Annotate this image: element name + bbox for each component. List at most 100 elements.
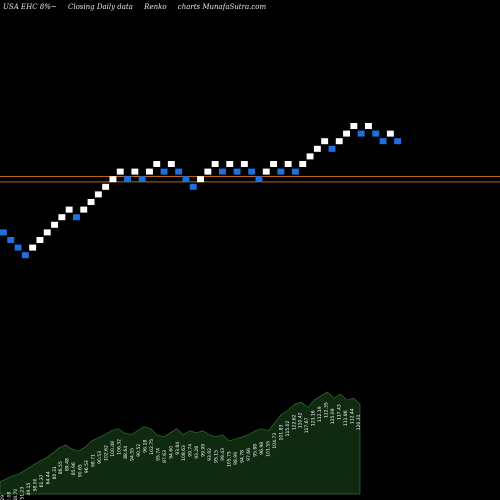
renko-brick-up [116,168,124,175]
renko-brick-down [160,168,168,175]
volume-label: 122.35 [324,402,330,418]
volume-label: 93.28 [194,446,200,459]
volume-label: 49.15 [26,483,32,496]
renko-brick-up [204,168,212,175]
volume-label: 38.29 [0,495,6,500]
volume-label: 85.96 [71,462,77,475]
renko-brick-up [211,161,219,167]
renko-brick-down [394,138,402,145]
renko-brick-up [167,161,175,167]
volume-label: 93.92 [207,448,213,461]
volume-label: 93.84 [175,442,181,455]
renko-brick-up [299,161,307,167]
reference-lines [0,176,500,183]
chart-kind-label: Renko [144,3,167,11]
volume-label: 87.63 [162,450,168,463]
renko-brick-down [292,168,299,175]
renko-brick-down [14,244,22,251]
renko-brick-up [386,130,394,137]
source-label: charts MunafaSutra.com [177,3,267,11]
volume-label: 89.48 [65,458,71,471]
renko-brick-down [277,168,285,175]
volume-label: 97.66 [246,448,252,461]
volume-label: 117.43 [337,404,343,420]
volume-label: 58.00 [32,478,38,491]
volume-label: 95.88 [252,444,258,457]
volume-label: 96.18 [142,440,148,453]
renko-brick-up [131,168,139,175]
renko-brick-down [21,252,29,259]
renko-brick-down [357,130,365,137]
renko-brick-up [51,221,58,228]
volume-label: 112.44 [350,408,356,424]
volume-label: 94.55 [129,448,135,461]
renko-brick-up [80,206,88,213]
renko-brick-down [248,168,256,175]
renko-brick-down [124,176,131,183]
volume-label: 90.53 [97,451,103,464]
volume-label: 99.43 [220,448,226,461]
volume-label: 120.31 [356,414,362,430]
renko-brick-up [43,229,51,236]
volume-label: 106.32 [117,439,123,455]
volume-area-series [0,391,361,495]
volume-label: 98.99 [233,452,239,465]
renko-brick-down [7,237,15,243]
renko-brick-up [240,161,248,167]
renko-brick-down [372,130,380,137]
renko-brick-up [313,145,321,152]
volume-label: 122.62 [291,414,297,430]
volume-label: 94.60 [168,446,174,459]
volume-label: 96.98 [259,442,265,455]
renko-brick-up [226,161,234,167]
volume-label: 61.37 [39,474,45,487]
volume-label: 51.23 [19,487,25,500]
volume-label: 105.75 [227,451,233,467]
volume-label: 111.86 [343,410,349,426]
description-label: Closing Daily data [67,3,133,11]
volume-label: 52.08 [6,492,12,500]
volume-label: 86.55 [58,461,64,474]
renko-bricks [0,123,402,259]
renko-brick-down [219,168,226,175]
volume-label: 123.16 [311,410,317,426]
renko-brick-up [343,130,350,137]
renko-brick-up [306,153,314,160]
volume-label: 99.99 [201,444,207,457]
volume-label: 101.55 [265,441,271,457]
renko-brick-up [87,199,95,205]
volume-label: 115.02 [285,420,291,436]
renko-brick-up [65,206,73,213]
volume-label: 90.65 [78,464,84,477]
renko-brick-up [197,176,204,183]
volume-label: 48.70 [13,489,19,500]
volume-label: 104.73 [272,433,278,449]
volume-label: 64.44 [45,471,51,484]
renko-brick-up [365,123,372,129]
renko-brick-down [182,176,190,183]
renko-brick-up [58,214,66,221]
renko-brick-down [328,145,336,152]
renko-brick-up [94,191,102,198]
renko-brick-down [379,138,387,145]
volume-label: 110.42 [298,412,304,428]
volume-label: 101.83 [278,425,284,441]
volume-label: 95.15 [214,450,220,463]
renko-brick-up [29,244,37,251]
volume-labels: 38.2952.0848.7051.2349.1558.0061.3764.44… [0,402,362,500]
volume-label: 117.67 [304,417,310,433]
volume-area [0,391,361,495]
volume-label: 80.31 [52,466,58,479]
volume-label: 88.64 [123,446,129,459]
renko-brick-up [109,176,117,183]
renko-brick-up [284,161,292,167]
renko-brick-down [0,229,7,236]
volume-label: 95.74 [155,448,161,461]
ticker-label: USA EHC 8%~ [3,3,57,11]
renko-brick-down [233,168,241,175]
chart-caption: USA EHC 8%~ Closing Daily data Renko cha… [3,3,275,11]
volume-label: 102.75 [149,439,155,455]
volume-label: 100.48 [110,441,116,457]
volume-label: 102.62 [104,445,110,461]
